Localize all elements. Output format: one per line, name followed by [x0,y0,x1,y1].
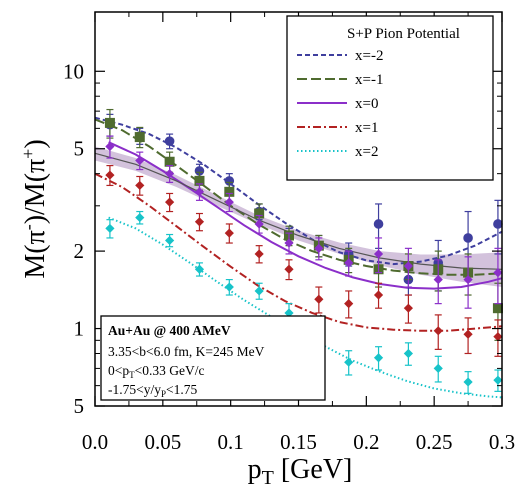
data-point [254,208,265,219]
data-point [224,197,234,207]
annotation-box: Au+Au @ 400 AMeV 3.35<b<6.0 fm, K=245 Me… [100,315,326,401]
data-point [165,197,175,207]
data-point [135,212,145,223]
x-tick-label: 0.2 [353,430,379,454]
data-point [105,141,115,152]
data-point [194,264,205,274]
y-tick-label: 2 [74,239,85,263]
x-tick-label: 0.25 [416,430,453,454]
data-point [224,282,234,292]
data-point [433,274,443,285]
data-point [373,353,384,363]
legend-label: x=-1 [355,72,383,88]
data-point [254,219,264,229]
annotation-line-3: -1.75<y/yP<1.75 [108,382,198,399]
data-point [224,176,235,186]
data-point [284,264,294,274]
data-point [433,326,443,336]
data-point [463,377,473,387]
data-point [194,217,205,227]
data-point [224,228,234,238]
curve-x=-2 [94,116,503,266]
x-tick-label: 0.0 [82,430,108,454]
data-point [164,136,175,146]
y-tick-label: 10 [63,59,84,83]
data-point [135,155,145,166]
legend-label: x=1 [355,120,378,136]
data-point [344,299,354,309]
y-tick-label: 5 [74,394,85,418]
legend-label: x=0 [355,96,378,112]
annotation-line-2: 0<pT<0.33 GeV/c [108,363,204,380]
data-point [403,261,413,271]
data-point [344,258,354,268]
data-point [344,357,354,367]
data-point [194,187,205,197]
data-point [284,238,294,248]
data-point [403,303,413,313]
data-point [493,375,503,385]
legend-label: x=2 [355,144,378,160]
data-point [165,169,175,179]
data-point [463,329,473,339]
data-point [105,223,115,234]
legend-entries: x=-2 x=-1 x=0 x=1 x=2 [297,48,383,160]
data-point [493,332,503,342]
data-point [104,117,115,128]
data-point [135,180,145,191]
data-point [373,249,384,259]
data-points-layer [104,108,503,394]
y-tick-label: 5 [74,137,85,161]
data-point [224,186,235,197]
data-point [314,243,324,253]
data-point [105,170,115,180]
x-tick-label: 0.3 [489,430,515,454]
data-point [284,308,294,318]
data-point [254,286,264,296]
curve-x=2 [108,216,503,399]
curve-x=0 [108,141,503,290]
y-axis-title: M(π-)/M(π+) [18,139,51,278]
data-point [373,219,384,229]
data-point [433,363,443,374]
legend: S+P Pion Potential x=-2 x=-1 x=0 x=1 x=2 [286,15,494,181]
data-point [492,303,503,314]
x-tick-label: 0.05 [144,430,181,454]
data-point [493,219,503,229]
data-point [463,274,473,285]
legend-box [286,15,494,181]
data-point [314,294,324,304]
y-tick-label: 1 [74,317,85,341]
data-point [164,156,175,167]
data-point [463,233,473,243]
data-point [194,175,205,186]
data-point [403,348,413,359]
x-tick-label: 0.1 [218,430,244,454]
data-point [254,249,264,259]
data-point [493,268,503,278]
x-tick-label: 0.15 [280,430,317,454]
x-axis-title: pT [GeV] [248,454,353,489]
legend-label: x=-2 [355,48,383,64]
annotation-frame [100,315,326,401]
curve-x=1 [94,172,503,332]
axis-ticks-layer: 0.0 0.05 0.1 0.15 0.2 0.25 0.3 5 1 2 5 10 [63,12,515,454]
data-point [373,290,384,300]
data-point [194,166,205,176]
annotation-line-1: 3.35<b<6.0 fm, K=245 MeV [108,344,265,359]
data-point [165,235,175,246]
data-point [134,132,145,143]
legend-title: S+P Pion Potential [347,26,460,42]
annotation-title: Au+Au @ 400 AMeV [108,323,231,338]
